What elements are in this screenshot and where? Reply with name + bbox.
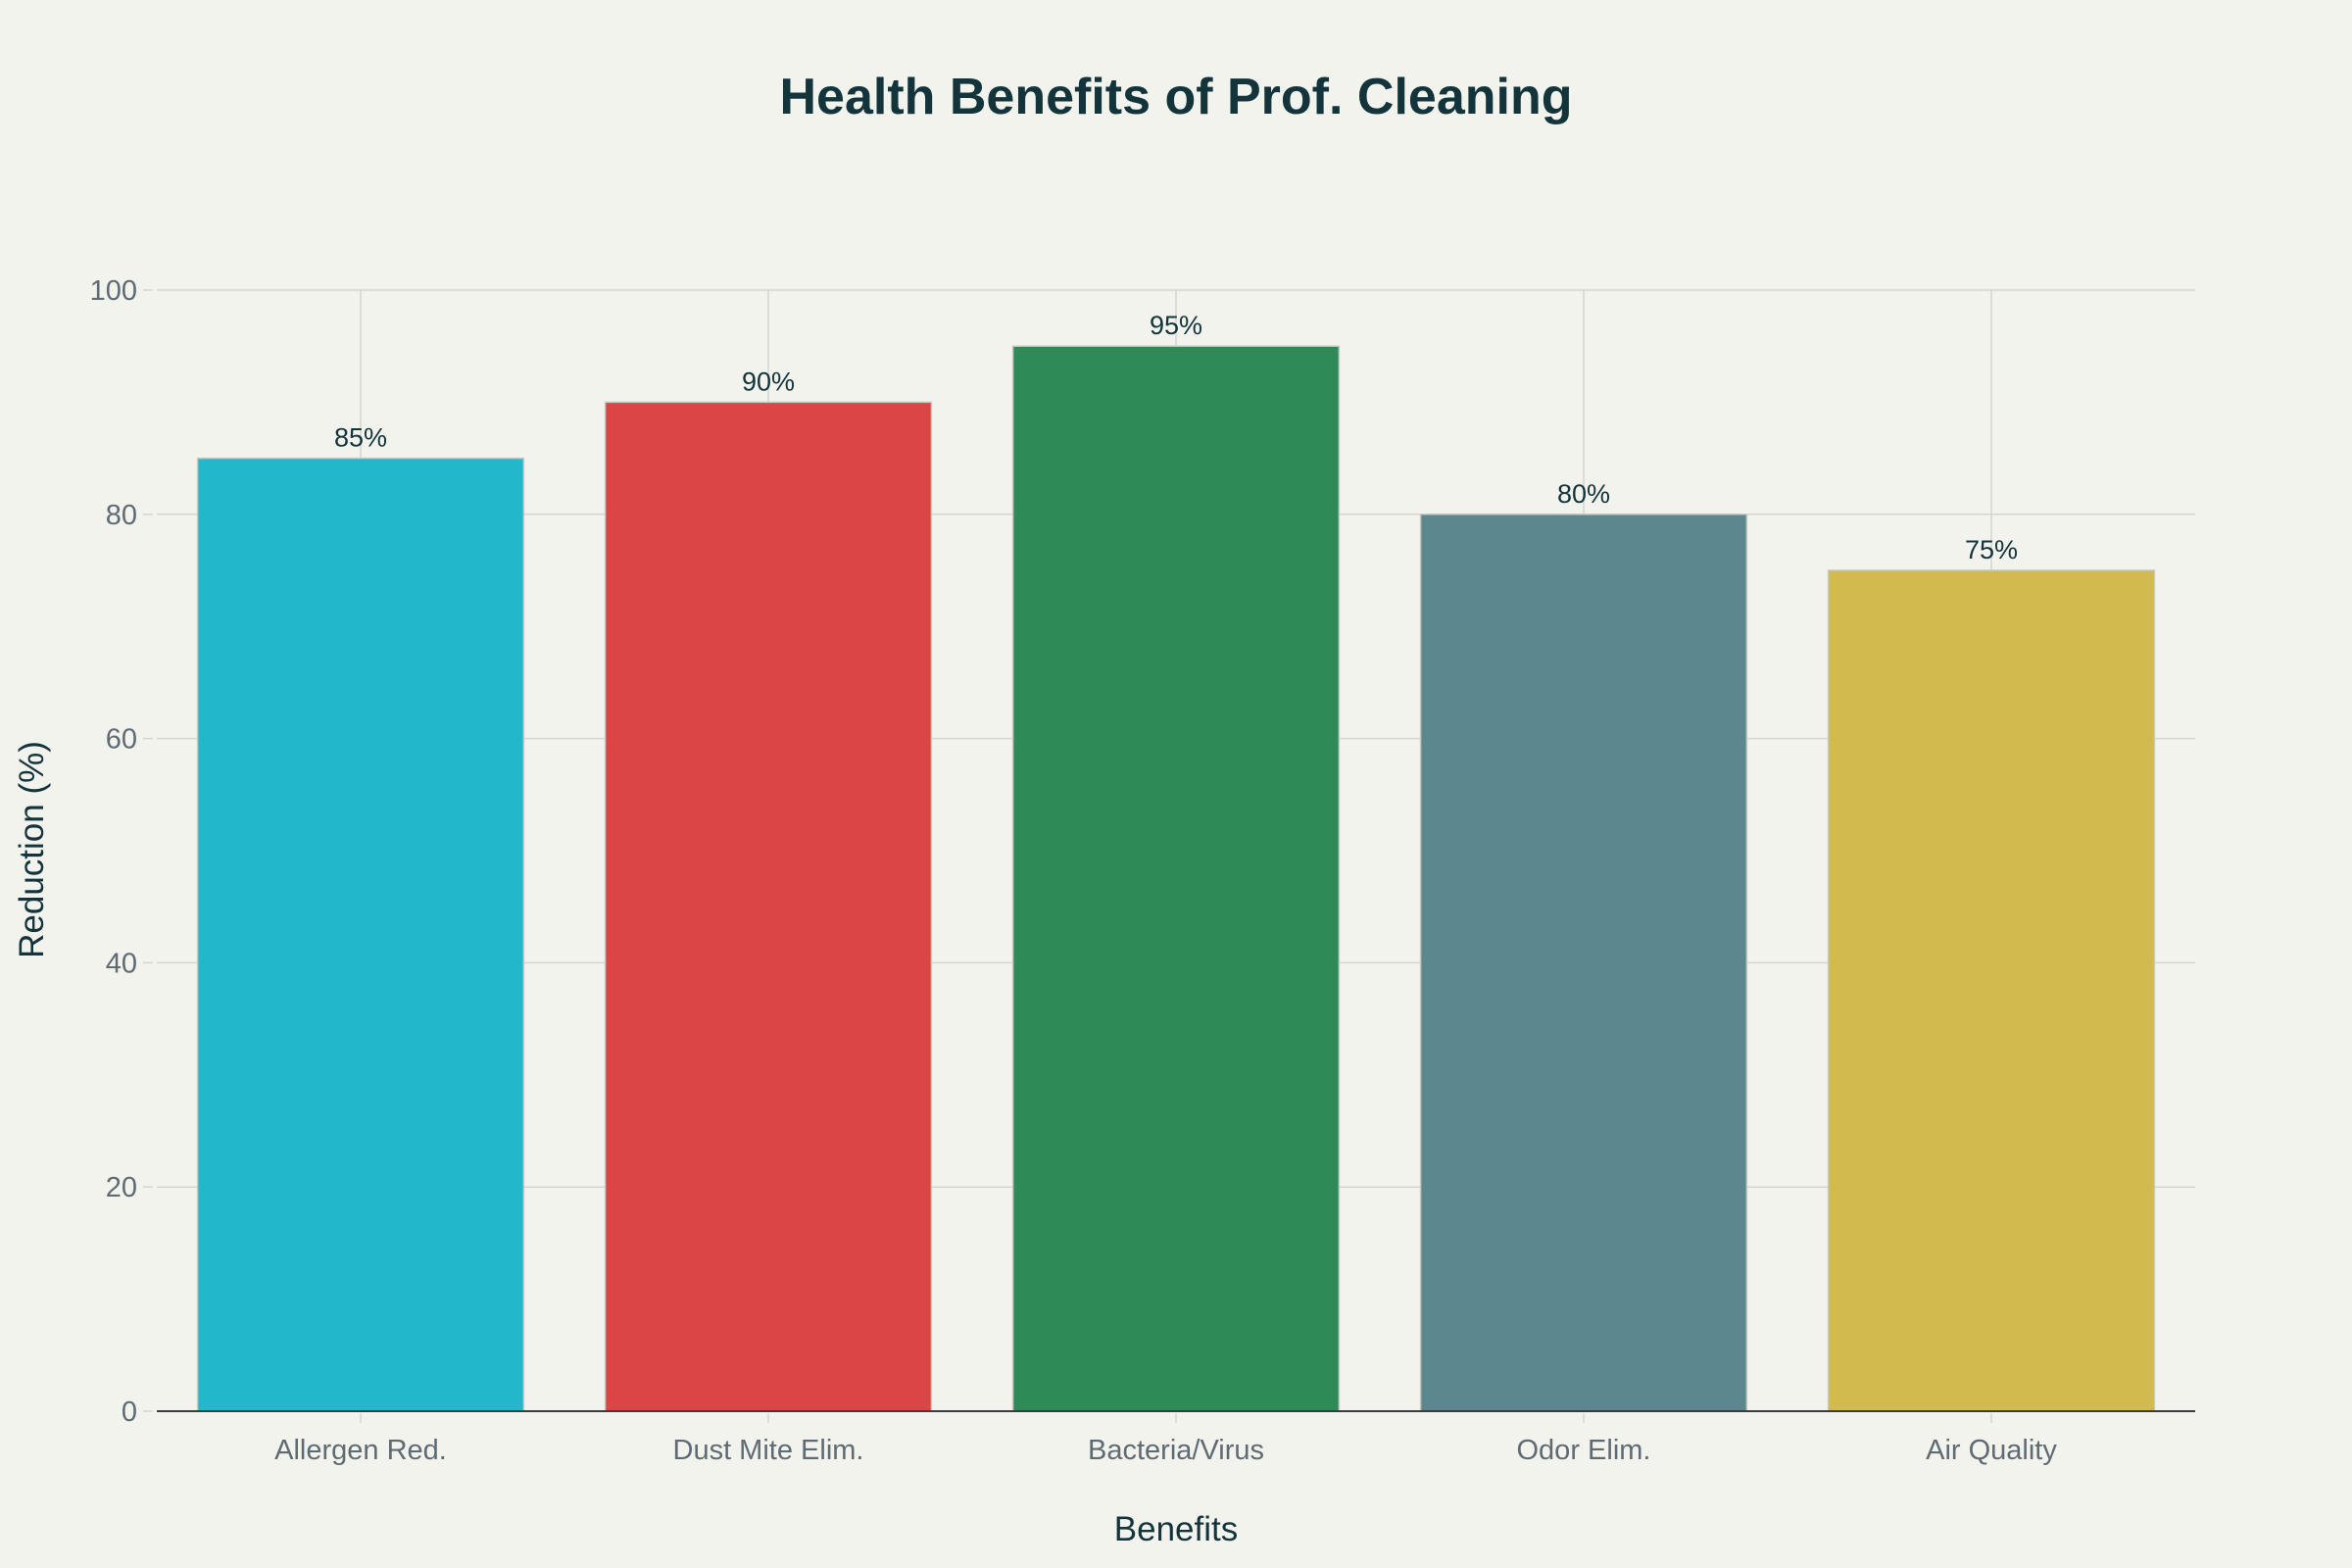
bars: [196, 345, 2156, 1412]
x-tick-labels: Allergen Red. Dust Mite Elim. Bacteria/Vir…: [274, 1435, 2057, 1466]
chart-title: Health Benefits of Prof. Cleaning: [780, 69, 1573, 125]
y-tick-labels: 0 20 40 60 80 100: [90, 275, 137, 1428]
x-tick-label: Allergen Red.: [274, 1435, 447, 1466]
data-labels: 85% 90% 95% 80% 75%: [334, 311, 2018, 564]
data-label: 85%: [334, 423, 387, 453]
x-tick-label: Air Quality: [1926, 1435, 2057, 1466]
y-tick-label: 60: [106, 724, 137, 756]
x-tick-label: Dust Mite Elim.: [673, 1435, 864, 1466]
data-label: 95%: [1150, 311, 1202, 340]
y-tick-label: 40: [106, 948, 137, 979]
x-tick-label: Bacteria/Virus: [1088, 1435, 1264, 1466]
x-axis-title: Benefits: [1114, 1510, 1238, 1548]
y-axis-title: Reduction (%): [13, 741, 51, 958]
y-tick-label: 80: [106, 500, 137, 531]
x-tick-label: Odor Elim.: [1517, 1435, 1651, 1466]
data-label: 75%: [1965, 535, 2018, 564]
y-tick-label: 0: [122, 1396, 137, 1428]
y-tick-label: 20: [106, 1172, 137, 1203]
bar-air-quality: [1827, 569, 2156, 1412]
data-label: 80%: [1557, 479, 1610, 509]
bar-allergen-red: [196, 457, 525, 1412]
bar-bacteria-virus: [1011, 345, 1341, 1412]
bar-dust-mite-elim: [604, 401, 933, 1412]
data-label: 90%: [742, 367, 795, 396]
y-tick-label: 100: [90, 275, 137, 307]
bar-odor-elim: [1419, 514, 1748, 1412]
